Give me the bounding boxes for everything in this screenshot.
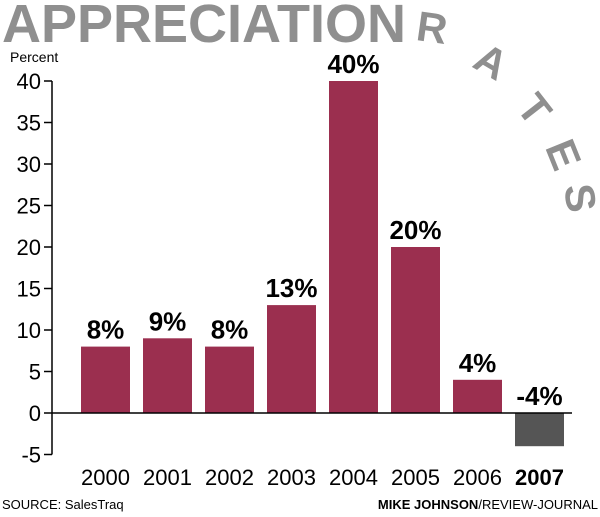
y-tick-label: 20 — [17, 235, 41, 260]
title-arc-letter: E — [536, 133, 590, 177]
x-tick-label: 2000 — [81, 465, 130, 490]
photo-credit: MIKE JOHNSON/REVIEW-JOURNAL — [378, 497, 598, 512]
y-tick-label: 10 — [17, 318, 41, 343]
title-arc-letter: T — [508, 84, 561, 133]
y-tick-label: 30 — [17, 152, 41, 177]
bars-group — [81, 81, 564, 447]
data-label-2004: 40% — [327, 49, 379, 79]
y-axis-label: Percent — [10, 49, 58, 65]
data-label-2007: -4% — [516, 381, 562, 411]
y-tick-label: 15 — [17, 277, 41, 302]
data-label-2005: 20% — [389, 215, 441, 245]
y-tick-label: -5 — [21, 443, 41, 468]
bar-2006 — [453, 379, 502, 413]
bar-2000 — [81, 346, 130, 413]
y-tick-label: 25 — [17, 194, 41, 219]
bar-2001 — [143, 338, 192, 413]
y-tick-label: 40 — [17, 69, 41, 94]
credit-org: /REVIEW-JOURNAL — [478, 497, 598, 512]
y-axis: 40 35 30 25 20 15 10 5 0 -5 — [17, 69, 53, 468]
y-tick-label: 35 — [17, 111, 41, 136]
y-tick-label: 0 — [29, 401, 41, 426]
x-tick-label: 2006 — [453, 465, 502, 490]
data-label-2003: 13% — [265, 273, 317, 303]
title-arc-letter: A — [466, 34, 516, 90]
x-axis: 2000 2001 2002 2003 2004 2005 2006 2007 — [81, 465, 564, 490]
x-tick-label: 2007 — [515, 465, 564, 490]
title-arc-letter: S — [555, 181, 600, 215]
chart-title-main: APPRECIATION — [2, 0, 406, 54]
bar-2004 — [329, 81, 378, 413]
data-label-2006: 4% — [459, 348, 497, 378]
data-label-2002: 8% — [211, 315, 249, 345]
credit-name: MIKE JOHNSON — [378, 497, 478, 512]
x-tick-label: 2005 — [391, 465, 440, 490]
x-tick-label: 2001 — [143, 465, 192, 490]
x-tick-label: 2003 — [267, 465, 316, 490]
x-tick-label: 2002 — [205, 465, 254, 490]
data-label-2001: 9% — [149, 306, 187, 336]
y-tick-label: 5 — [29, 360, 41, 385]
data-labels-group: 8% 9% 8% 13% 40% 20% 4% -4% — [87, 49, 563, 411]
bar-2005 — [391, 247, 440, 413]
x-tick-label: 2004 — [329, 465, 378, 490]
bar-2003 — [267, 305, 316, 413]
data-label-2000: 8% — [87, 315, 125, 345]
title-arc-letter: R — [414, 2, 451, 53]
bar-2007 — [515, 413, 564, 447]
source-credit: SOURCE: SalesTraq — [2, 497, 124, 512]
bar-2002 — [205, 346, 254, 413]
